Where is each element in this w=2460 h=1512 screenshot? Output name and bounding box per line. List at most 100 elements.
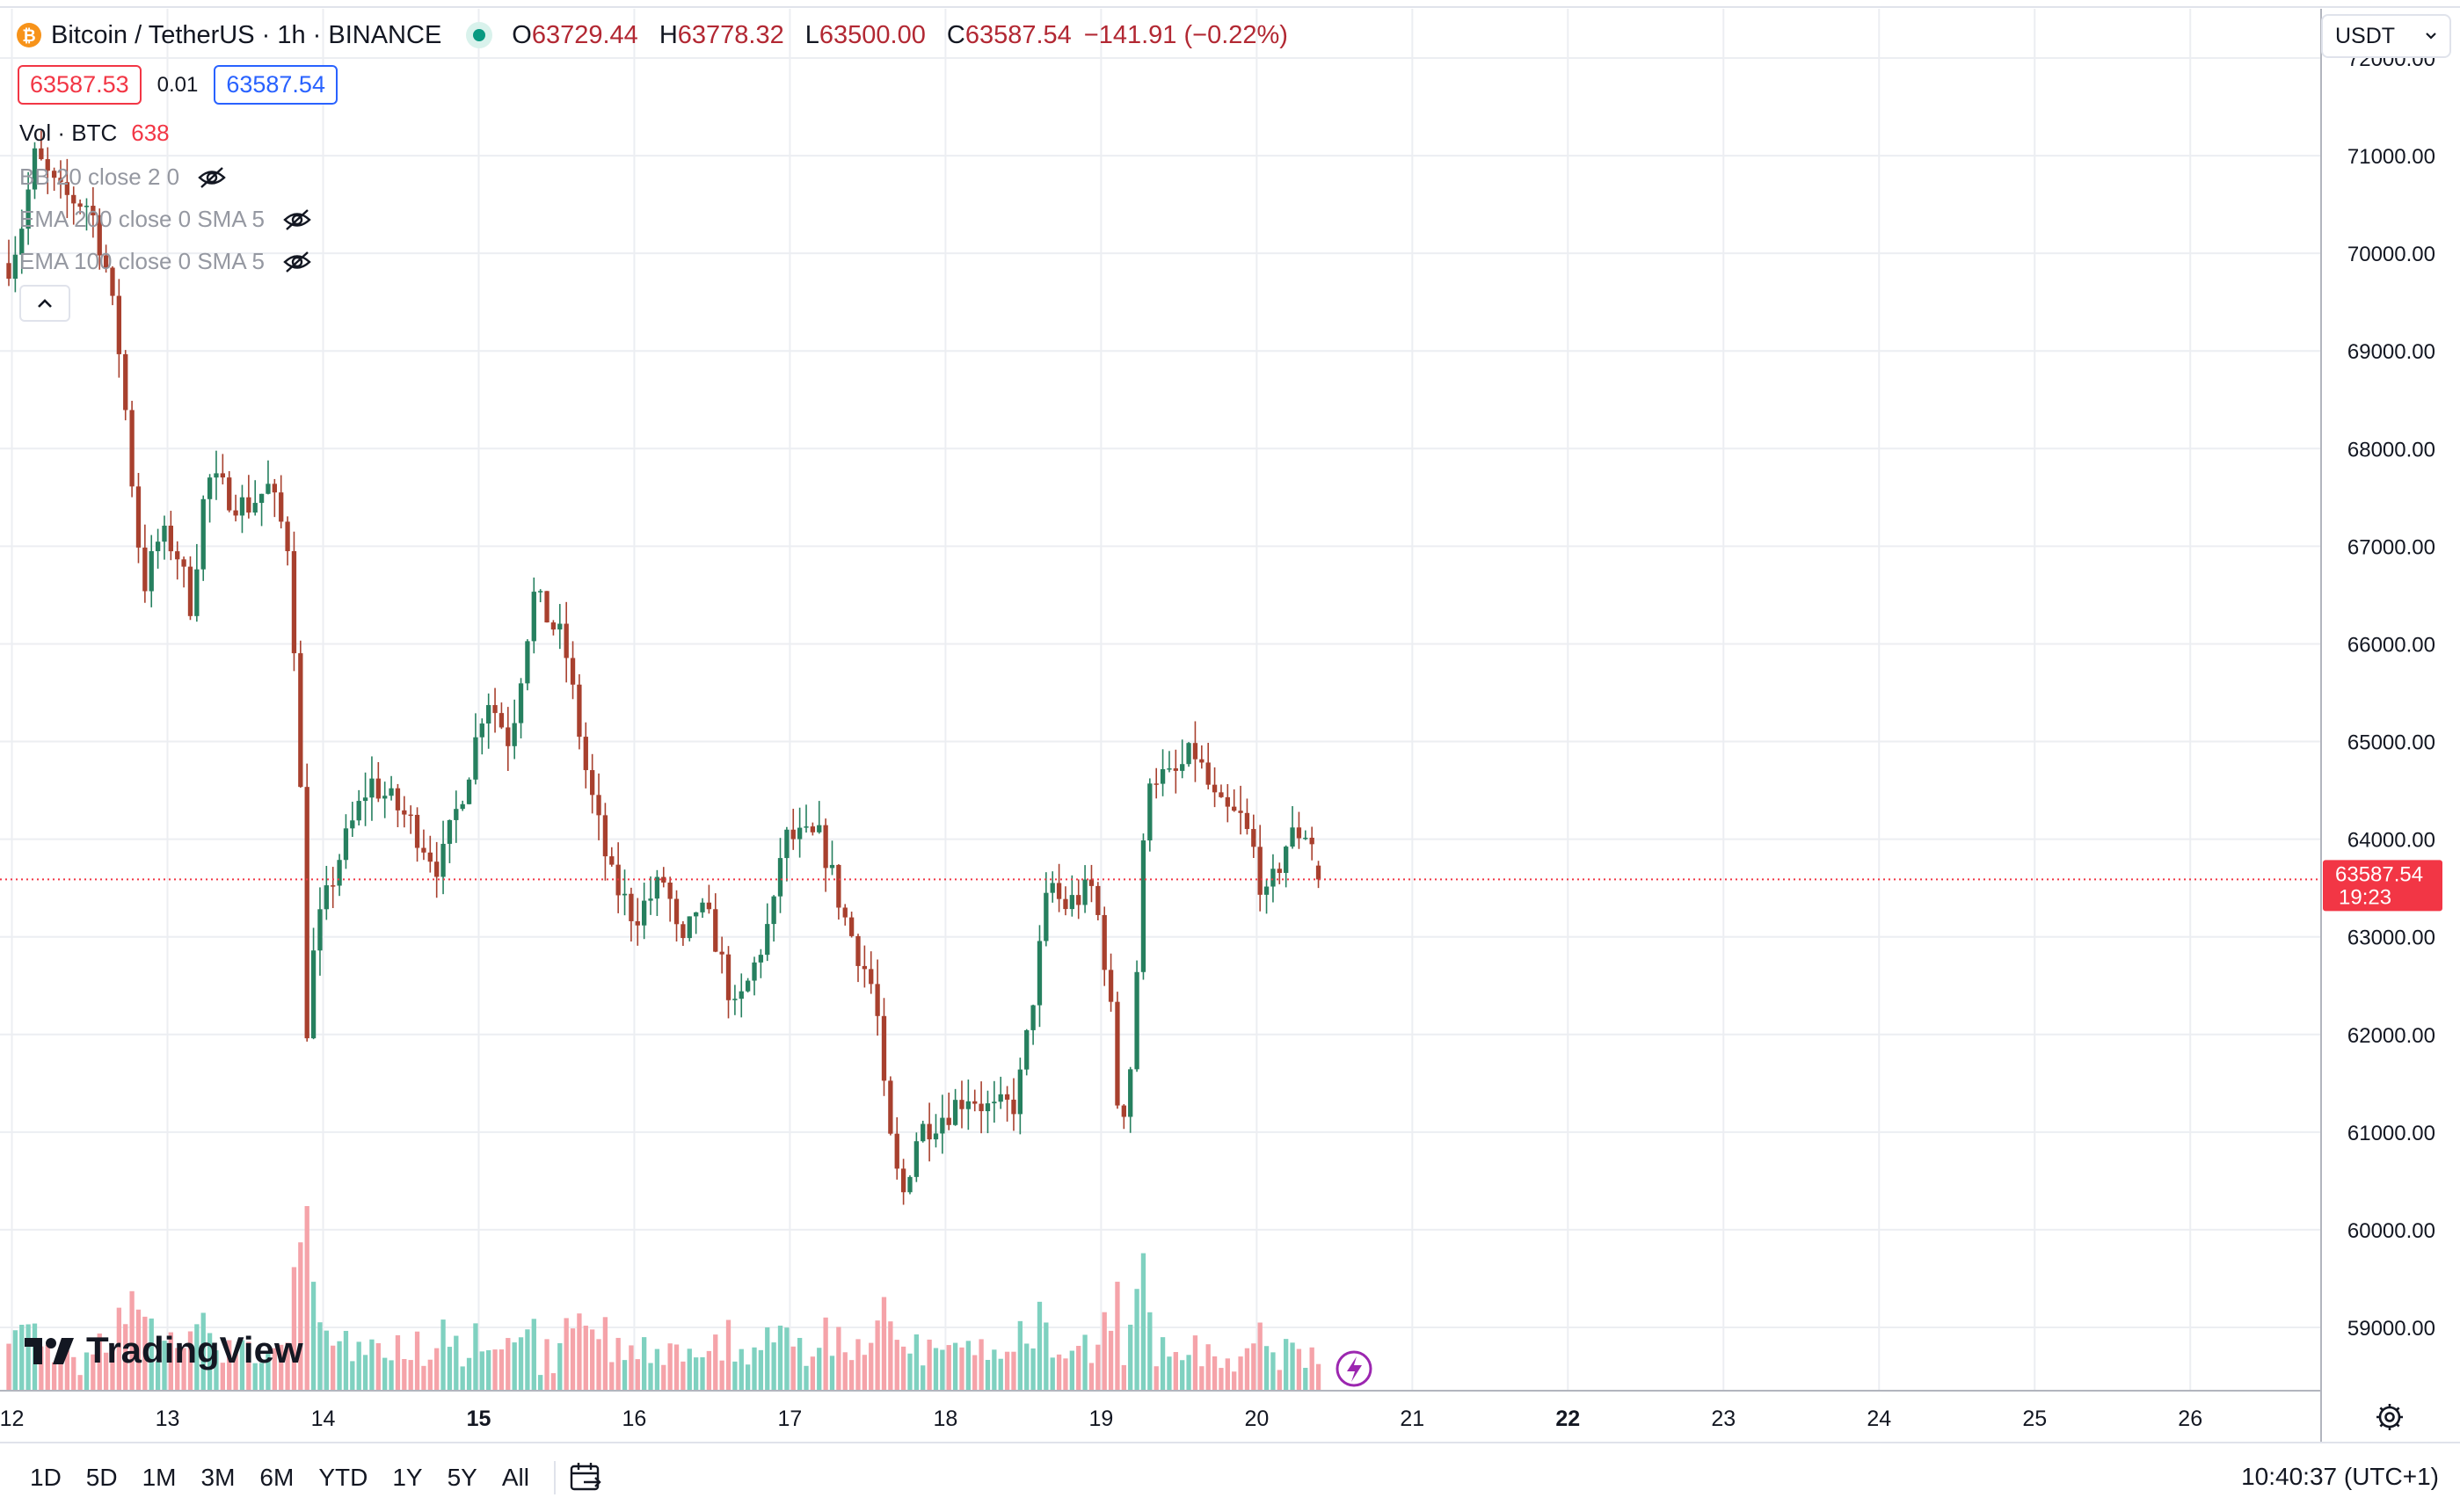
volume-bar	[1251, 1343, 1256, 1391]
volume-bar	[331, 1345, 336, 1391]
range-1d-button[interactable]: 1D	[30, 1464, 62, 1491]
candle-body	[531, 592, 536, 642]
x-tick-label: 12	[0, 1407, 24, 1431]
candle-body	[648, 898, 653, 901]
candle-body	[25, 189, 31, 229]
volume-bar	[590, 1329, 595, 1391]
volume-bar	[790, 1346, 796, 1391]
calendar-icon[interactable]	[568, 1461, 603, 1494]
candle-body	[1219, 792, 1224, 797]
candle-body	[732, 999, 738, 1000]
tradingview-logo[interactable]: TradingView	[23, 1329, 303, 1371]
volume-bar	[933, 1348, 939, 1391]
ema100-indicator-row[interactable]: EMA 100 close 0 SMA 5	[19, 248, 312, 275]
high-label: H	[659, 20, 678, 49]
volume-bar	[1076, 1346, 1081, 1391]
candle-body	[784, 829, 790, 859]
range-3m-button[interactable]: 3M	[200, 1464, 236, 1491]
eye-hidden-icon[interactable]	[197, 165, 227, 190]
open-value: 63729.44	[531, 20, 638, 49]
range-5y-button[interactable]: 5Y	[447, 1464, 477, 1491]
volume-bar	[1257, 1322, 1263, 1391]
volume-bar	[810, 1356, 816, 1391]
candle-body	[1056, 883, 1062, 899]
clock-timezone[interactable]: 10:40:37 (UTC+1)	[2241, 1463, 2439, 1490]
currency-select[interactable]: USDT	[2321, 14, 2451, 58]
candle-body	[1186, 743, 1191, 765]
range-all-button[interactable]: All	[501, 1464, 529, 1491]
candle-body	[810, 826, 816, 832]
volume-bar	[1063, 1358, 1068, 1391]
candle-body	[304, 787, 309, 1039]
volume-bar	[602, 1317, 608, 1391]
candle-body	[952, 1100, 958, 1125]
x-tick-label: 23	[1711, 1407, 1736, 1431]
buy-button[interactable]: 63587.54	[214, 65, 338, 105]
volume-bar	[719, 1360, 724, 1391]
range-6m-button[interactable]: 6M	[259, 1464, 295, 1491]
eye-hidden-icon[interactable]	[282, 250, 312, 274]
market-status-dot[interactable]	[473, 29, 486, 41]
candle-body	[875, 984, 880, 1016]
volume-bar	[1296, 1348, 1302, 1391]
chevron-up-icon	[38, 299, 52, 308]
volume-bar	[848, 1360, 855, 1391]
candle-body	[246, 497, 251, 513]
volume-bar	[1030, 1348, 1036, 1391]
bb-indicator-row[interactable]: BB 20 close 2 0	[19, 164, 227, 191]
candle-body	[506, 727, 511, 746]
candle-body	[855, 935, 861, 966]
volume-bar	[1303, 1368, 1308, 1391]
x-tick-label: 25	[2022, 1407, 2047, 1431]
candle-body	[823, 825, 828, 869]
candle-body	[382, 796, 388, 799]
volume-bar	[713, 1334, 718, 1391]
gear-icon[interactable]	[2374, 1401, 2405, 1433]
candle-body	[1160, 768, 1166, 784]
volume-bar	[71, 1356, 76, 1391]
ema200-indicator-row[interactable]: EMA 200 close 0 SMA 5	[19, 206, 312, 233]
collapse-indicators-button[interactable]	[19, 285, 70, 322]
volume-bar	[570, 1328, 576, 1391]
symbol-title[interactable]: Bitcoin / TetherUS · 1h · BINANCE	[51, 20, 442, 49]
volume-bar	[693, 1357, 699, 1391]
candle-body	[39, 148, 44, 160]
volume-bar	[266, 1351, 271, 1391]
volume-bar	[1121, 1364, 1126, 1391]
candle-body	[135, 486, 142, 548]
lightning-icon[interactable]	[1336, 1350, 1372, 1387]
volume-indicator-row[interactable]: Vol · BTC 638	[19, 120, 170, 147]
candle-body	[602, 815, 608, 857]
y-tick-label: 60000.00	[2347, 1219, 2435, 1243]
candle-body	[557, 623, 563, 630]
candle-body	[369, 778, 375, 798]
volume-bar	[913, 1334, 920, 1391]
candle-body	[479, 723, 484, 738]
sell-button[interactable]: 63587.53	[18, 65, 142, 105]
last-price-tag: 63587.54 19:23	[2323, 860, 2442, 912]
change-value: −141.91 (−0.22%)	[1083, 20, 1288, 49]
candle-body	[350, 820, 355, 829]
candle-body	[1069, 895, 1074, 910]
candle-body	[635, 920, 640, 926]
candle-body	[725, 954, 731, 1000]
candle-body	[577, 684, 582, 738]
volume-bar	[752, 1347, 757, 1391]
volume-bar	[784, 1327, 790, 1391]
volume-bar	[583, 1326, 588, 1391]
range-ytd-button[interactable]: YTD	[318, 1464, 368, 1491]
volume-bar	[285, 1342, 290, 1391]
volume-bar	[771, 1342, 776, 1391]
candle-body	[389, 788, 394, 796]
range-5d-button[interactable]: 5D	[85, 1464, 118, 1491]
candle-body	[745, 980, 751, 992]
candle-body	[116, 295, 122, 354]
volume-bar	[609, 1362, 615, 1391]
candle-body	[1205, 762, 1211, 785]
candle-body	[836, 864, 841, 908]
range-1m-button[interactable]: 1M	[142, 1464, 177, 1491]
range-1y-button[interactable]: 1Y	[392, 1464, 423, 1491]
eye-hidden-icon[interactable]	[282, 207, 312, 232]
candle-body	[719, 951, 724, 955]
